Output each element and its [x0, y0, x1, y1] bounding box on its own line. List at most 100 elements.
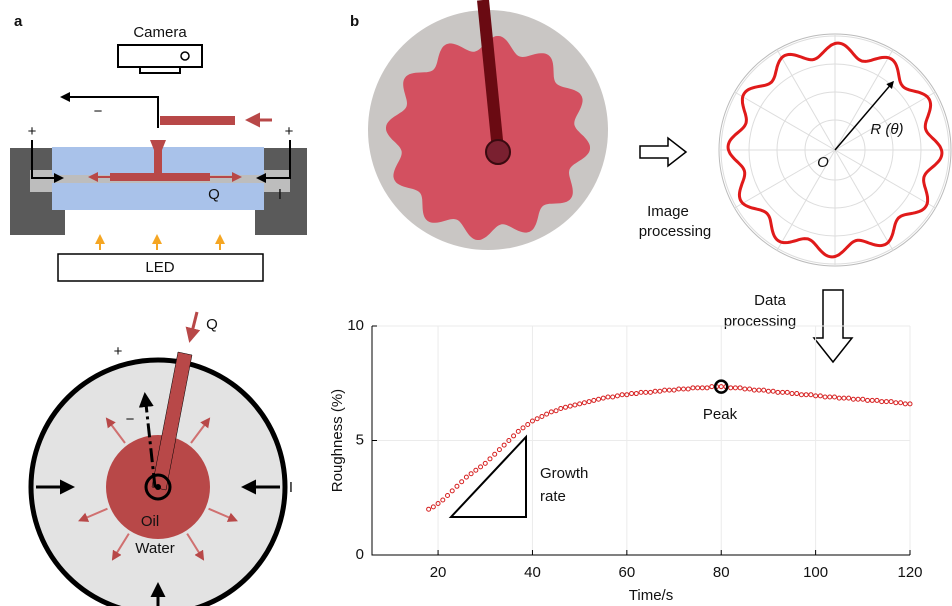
- label: I: [278, 186, 282, 203]
- point: [455, 484, 459, 488]
- label: I: [289, 479, 293, 496]
- point: [691, 386, 695, 390]
- point: [460, 480, 464, 484]
- point: [549, 410, 553, 414]
- point: [875, 398, 879, 402]
- point: [781, 390, 785, 394]
- point: [587, 400, 591, 404]
- label: +: [28, 123, 37, 140]
- point: [615, 394, 619, 398]
- figure: aCameraQ++−ILEDQ+−IOilWaterbImageprocess…: [0, 0, 952, 606]
- point: [870, 398, 874, 402]
- point: [554, 409, 558, 413]
- point: [752, 388, 756, 392]
- point: [696, 386, 700, 390]
- y-tick-label: 5: [356, 431, 364, 448]
- point: [700, 386, 704, 390]
- point: [686, 387, 690, 391]
- label: R (θ): [870, 121, 903, 138]
- point: [903, 402, 907, 406]
- annotation: Peak: [703, 406, 738, 423]
- label: Camera: [133, 24, 187, 41]
- point: [894, 401, 898, 405]
- point: [597, 397, 601, 401]
- point: [441, 498, 445, 502]
- hollow-arrow: [640, 138, 686, 166]
- label: Data: [754, 292, 786, 309]
- center-dot: [155, 484, 161, 490]
- point: [634, 392, 638, 396]
- label: +: [114, 343, 123, 360]
- label: −: [94, 103, 103, 120]
- point: [469, 472, 473, 476]
- point: [497, 448, 501, 452]
- point: [601, 396, 605, 400]
- x-tick-label: 100: [803, 564, 828, 581]
- point: [672, 388, 676, 392]
- point: [677, 387, 681, 391]
- point: [790, 392, 794, 396]
- point: [842, 396, 846, 400]
- x-axis-label: Time/s: [629, 587, 673, 604]
- x-tick-label: 40: [524, 564, 541, 581]
- point: [828, 395, 832, 399]
- point: [563, 405, 567, 409]
- point: [899, 401, 903, 405]
- camera-stand: [140, 67, 180, 73]
- point: [630, 392, 634, 396]
- point: [620, 393, 624, 397]
- label: Q: [206, 316, 218, 333]
- plate-bottom: [52, 183, 264, 210]
- point: [861, 397, 865, 401]
- point: [757, 388, 761, 392]
- point: [771, 389, 775, 393]
- x-tick-label: 80: [713, 564, 730, 581]
- point: [493, 452, 497, 456]
- label: processing: [639, 223, 712, 240]
- point: [512, 434, 516, 438]
- point: [748, 387, 752, 391]
- label: processing: [724, 313, 797, 330]
- point: [427, 507, 431, 511]
- point: [799, 393, 803, 397]
- point: [880, 400, 884, 404]
- point: [592, 398, 596, 402]
- point: [809, 393, 813, 397]
- point: [573, 403, 577, 407]
- label: b: [350, 13, 359, 30]
- point: [663, 388, 667, 392]
- x-tick-label: 120: [897, 564, 922, 581]
- point: [705, 386, 709, 390]
- point: [851, 397, 855, 401]
- annotation: rate: [540, 488, 566, 505]
- point: [856, 397, 860, 401]
- x-tick-label: 60: [618, 564, 635, 581]
- label: O: [817, 154, 829, 171]
- point: [644, 390, 648, 394]
- point: [710, 385, 714, 389]
- label: LED: [145, 259, 174, 276]
- point: [823, 395, 827, 399]
- label: Q: [208, 186, 220, 203]
- point: [837, 396, 841, 400]
- label: −: [126, 411, 135, 428]
- point: [866, 398, 870, 402]
- y-tick-label: 10: [347, 317, 364, 334]
- point: [450, 489, 454, 493]
- point: [488, 457, 492, 461]
- point: [785, 390, 789, 394]
- point: [479, 465, 483, 469]
- point: [681, 387, 685, 391]
- q-arrow: [190, 312, 197, 340]
- point: [733, 386, 737, 390]
- point: [648, 390, 652, 394]
- point: [559, 406, 563, 410]
- point: [653, 389, 657, 393]
- point: [832, 395, 836, 399]
- label: Image: [647, 203, 689, 220]
- point: [776, 390, 780, 394]
- point: [526, 422, 530, 426]
- point: [502, 443, 506, 447]
- y-axis-label: Roughness (%): [329, 389, 346, 492]
- y-tick-label: 0: [356, 546, 364, 563]
